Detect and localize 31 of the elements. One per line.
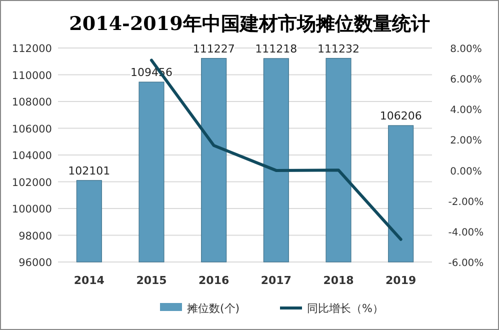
y-tick-label: 100000 bbox=[12, 204, 52, 216]
data-label: 111218 bbox=[255, 42, 298, 56]
y2-tick-label: -4.00% bbox=[448, 227, 484, 238]
x-tick-label: 2018 bbox=[323, 274, 354, 287]
y2-tick-label: -2.00% bbox=[448, 196, 484, 208]
chart-title: 2014-2019年中国建材市场摊位数量统计 bbox=[69, 13, 430, 35]
y-tick-label: 98000 bbox=[18, 230, 52, 242]
y-tick-label: 104000 bbox=[12, 150, 52, 162]
y-tick-label: 110000 bbox=[12, 70, 52, 82]
legend-label: 摊位数(个) bbox=[187, 302, 240, 315]
x-tick-label: 2014 bbox=[74, 274, 105, 287]
x-tick-label: 2017 bbox=[260, 274, 292, 287]
y-tick-label: 108000 bbox=[12, 96, 52, 108]
y-tick-label: 106000 bbox=[12, 123, 52, 136]
legend-label: 同比增长（%） bbox=[307, 302, 384, 315]
x-tick-label: 2019 bbox=[386, 274, 416, 287]
data-label: 106206 bbox=[380, 109, 422, 122]
x-tick-label: 2015 bbox=[136, 274, 167, 287]
y2-tick-label: 8.00% bbox=[450, 44, 482, 55]
y2-tick-label: -6.00% bbox=[448, 258, 484, 269]
y-tick-label: 102000 bbox=[12, 176, 52, 189]
y-tick-label: 96000 bbox=[18, 257, 52, 269]
data-label: 111232 bbox=[318, 42, 360, 56]
data-label: 102101 bbox=[68, 164, 110, 178]
y2-tick-label: 4.00% bbox=[450, 105, 482, 116]
y2-tick-label: 2.00% bbox=[450, 136, 482, 147]
data-label: 111227 bbox=[192, 42, 235, 56]
y-tick-label: 112000 bbox=[12, 43, 52, 55]
y2-tick-label: 0.00% bbox=[450, 166, 482, 178]
y2-tick-label: 6.00% bbox=[450, 74, 482, 86]
x-tick-label: 2016 bbox=[198, 274, 230, 287]
